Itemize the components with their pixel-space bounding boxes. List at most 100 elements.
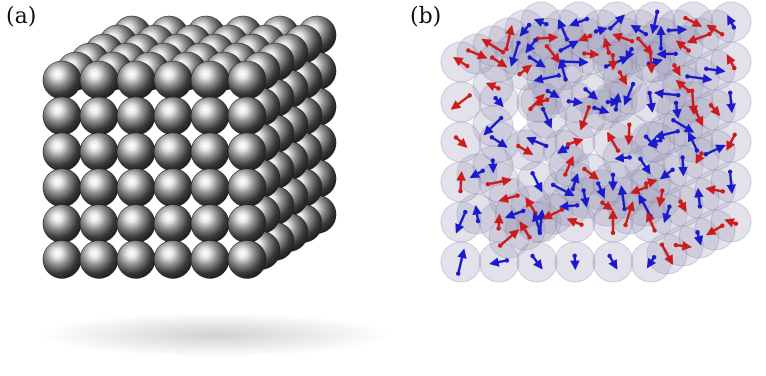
spin-arrow-tail [683,15,688,21]
spin-arrow-blue [654,130,678,140]
spin-arrow-blue [706,65,726,75]
spin-arrow-red [686,32,710,44]
spin-arrow-blue [659,168,674,180]
spin-arrow-tail [527,55,532,60]
spin-arrow-tail [659,242,665,247]
spin-arrow-tail [610,230,616,235]
spin-arrow-blue [672,119,695,133]
metal-sphere [79,132,119,172]
spin-arrow-red [481,38,504,54]
spin-arrow-tail [720,223,725,228]
metal-sphere [227,60,267,100]
spin-arrow-tail [456,271,461,276]
spin-arrow-red [606,131,620,152]
spin-arrow-tail [485,182,491,187]
spin-arrow-red [612,32,633,43]
spin-arrow-red [525,197,537,214]
metal-sphere [153,168,193,207]
spin-arrow-blue [608,255,618,270]
spin-arrow-tail [544,143,549,149]
spin-arrow-blue [662,206,672,224]
spin-arrow-blue [560,40,579,52]
spin-arrow-tail [527,235,532,240]
spin-arrow-layer [450,9,739,276]
spin-arrow-blue [557,18,569,40]
spin-arrow-tail [686,88,692,94]
spin-arrow-red [726,134,736,151]
metal-sphere [42,168,82,207]
spin-arrow-red [567,137,584,147]
spin-arrow-blue [649,11,660,35]
spin-arrow-blue [672,102,682,119]
spin-arrow-tail [566,142,571,147]
spin-arrow-tail [563,77,568,82]
spin-arrow-tail [504,258,510,263]
spin-arrow-red [630,185,647,195]
spin-arrow-tail [559,207,565,212]
spin-arrow-tail [500,50,506,55]
spin-arrow-tail [613,107,619,112]
spin-arrow-tail [582,51,587,56]
spin-arrow-blue [531,255,543,270]
spin-arrow-tail [587,33,593,39]
spin-arrow-tail [586,105,592,110]
metal-sphere [227,96,267,136]
spin-arrow-tail [648,49,653,55]
spin-arrow-blue [687,131,699,152]
spin-arrow-blue [609,14,625,30]
spin-arrow-red [675,40,690,52]
spin-arrow-tail [638,156,643,162]
spin-arrow-tail [673,51,678,56]
spin-arrow-red [453,56,468,68]
spin-arrow-tail [528,106,533,112]
metal-sphere [42,204,82,243]
spin-arrow-tail [544,22,549,27]
spin-arrow-tail [530,253,535,259]
spin-arrow-blue [531,172,543,193]
spin-arrow-tail [685,74,690,79]
spin-arrow-tail [606,50,611,55]
spin-arrow-blue [617,185,628,210]
spin-arrow-red [537,33,559,43]
spin-arrow-red [684,17,703,27]
spin-arrow-blue [455,211,467,234]
spin-arrow-tail [617,70,623,75]
spin-arrow-tail [703,152,709,157]
metal-sphere [153,96,193,136]
spin-arrow-tail [629,47,634,52]
spin-arrow-blue [526,136,547,148]
spin-arrow-blue [489,257,508,267]
metal-sphere [227,204,267,243]
spin-arrow-red [566,217,582,227]
metal-sphere [153,132,193,172]
spin-arrow-tail [667,204,672,209]
spin-arrow-tail [708,103,714,108]
spin-arrow-blue [630,24,647,36]
spin-arrow-blue [645,135,658,149]
spin-arrow-tail [652,228,657,233]
spin-arrow-blue [483,117,503,136]
spin-arrow-blue [653,88,679,99]
sphere-grid [42,15,337,279]
spin-arrow-red [583,168,600,181]
spin-arrow-red [675,79,690,92]
spin-arrow-red [450,94,471,110]
spin-arrow-tail [630,81,636,87]
spin-arrow-tail [603,64,609,69]
spin-arrow-blue [509,42,520,67]
spin-arrow-blue [529,56,546,68]
spin-arrow-red [564,155,575,175]
spin-arrow-red [694,110,704,127]
spin-arrow-red [624,201,635,226]
spin-arrow-blue [705,144,726,156]
metal-sphere [79,96,119,136]
spin-arrow-tail [496,86,501,91]
spin-arrow-tail [666,28,671,33]
spin-arrow-tail [678,199,683,204]
spin-arrow-tail [643,134,649,139]
spin-arrow-blue [563,57,589,67]
spin-arrow-blue [687,73,713,84]
spin-arrow-tail [526,22,532,28]
spin-arrow-tail [517,72,522,77]
cube-shadow [40,313,390,357]
